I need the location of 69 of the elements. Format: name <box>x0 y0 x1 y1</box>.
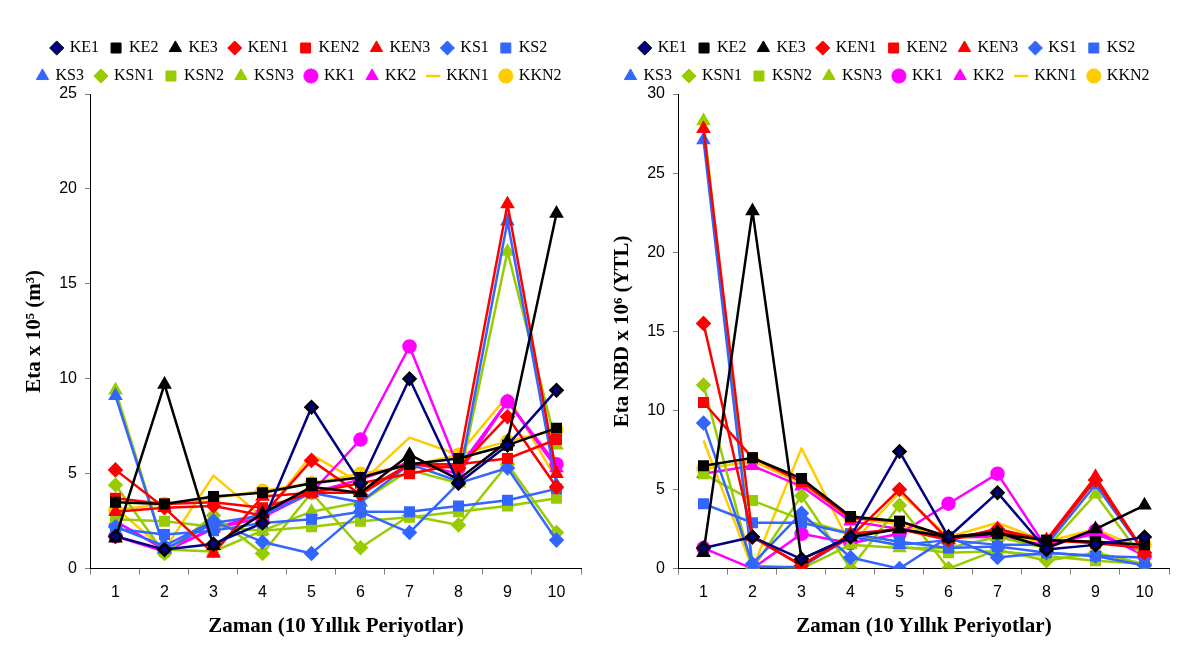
legend-label: KS3 <box>643 66 672 84</box>
y-tick-label: 20 <box>647 242 666 260</box>
legend-label: KKN2 <box>1106 66 1150 84</box>
legend-label: KE3 <box>188 38 218 56</box>
legend-label: KSN2 <box>183 66 224 84</box>
legend-label: KS3 <box>55 66 84 84</box>
legend-label: KE3 <box>776 38 806 56</box>
legend-label: KEN2 <box>906 38 948 56</box>
x-tick-label: 3 <box>797 582 807 600</box>
legend-label: KE1 <box>657 38 688 56</box>
legend-label: KS1 <box>1048 38 1077 56</box>
legend-label: KEN2 <box>318 38 360 56</box>
x-tick-label: 2 <box>748 582 758 600</box>
x-tick-label: 1 <box>111 582 121 600</box>
x-tick-label: 4 <box>846 582 856 600</box>
legend-label: KEN3 <box>389 38 431 56</box>
legend-label: KE1 <box>69 38 100 56</box>
legend-label: KS2 <box>1106 38 1136 56</box>
y-tick-label: 25 <box>59 84 78 102</box>
legend-label: KSN2 <box>771 66 812 84</box>
x-tick-label: 1 <box>699 582 709 600</box>
y-axis-title: Eta NBD x 10⁶ (YTL) <box>609 235 634 428</box>
legend-label: KSN1 <box>113 66 154 84</box>
legend-label: KK1 <box>911 66 944 84</box>
legend-label: KSN3 <box>253 66 294 84</box>
x-tick-label: 8 <box>1042 582 1052 600</box>
y-tick-label: 0 <box>656 559 666 577</box>
x-tick-label: 10 <box>547 582 566 600</box>
legend-label: KEN1 <box>835 38 877 56</box>
legend-label: KK1 <box>323 66 356 84</box>
legend-label: KK2 <box>973 66 1005 84</box>
legend-label: KS1 <box>460 38 489 56</box>
legend-label: KEN1 <box>247 38 289 56</box>
y-tick-label: 15 <box>647 321 666 339</box>
legend-label: KSN1 <box>701 66 742 84</box>
legend-label: KSN3 <box>841 66 882 84</box>
x-tick-label: 7 <box>993 582 1003 600</box>
y-tick-label: 20 <box>59 179 78 197</box>
legend-label: KE2 <box>129 38 159 56</box>
legend-label: KKN1 <box>1034 66 1077 84</box>
x-tick-label: 3 <box>209 582 219 600</box>
x-tick-label: 8 <box>454 582 464 600</box>
x-tick-label: 2 <box>160 582 170 600</box>
legend-label: KS2 <box>518 38 548 56</box>
y-tick-label: 15 <box>59 274 78 292</box>
y-tick-label: 30 <box>647 84 666 102</box>
legend-label: KE2 <box>717 38 747 56</box>
legend-label: KK2 <box>385 66 417 84</box>
y-tick-label: 5 <box>68 464 78 482</box>
x-axis-title: Zaman (10 Yıllık Periyotlar) <box>208 612 464 637</box>
x-tick-label: 9 <box>503 582 513 600</box>
x-tick-label: 5 <box>895 582 905 600</box>
x-axis-title: Zaman (10 Yıllık Periyotlar) <box>796 612 1052 637</box>
legend-label: KKN2 <box>518 66 562 84</box>
legend-label: KKN1 <box>446 66 489 84</box>
x-tick-label: 7 <box>405 582 415 600</box>
y-tick-label: 25 <box>647 163 666 181</box>
x-tick-label: 6 <box>944 582 954 600</box>
y-tick-label: 10 <box>647 400 666 418</box>
x-tick-label: 10 <box>1135 582 1154 600</box>
legend-label: KEN3 <box>977 38 1019 56</box>
y-tick-label: 0 <box>68 559 78 577</box>
x-tick-label: 5 <box>307 582 317 600</box>
y-tick-label: 5 <box>656 479 666 497</box>
y-tick-label: 10 <box>59 369 78 387</box>
x-tick-label: 6 <box>356 582 366 600</box>
y-axis-title: Eta x 10⁵ (m³) <box>21 269 46 393</box>
x-tick-label: 4 <box>258 582 268 600</box>
x-tick-label: 9 <box>1091 582 1101 600</box>
